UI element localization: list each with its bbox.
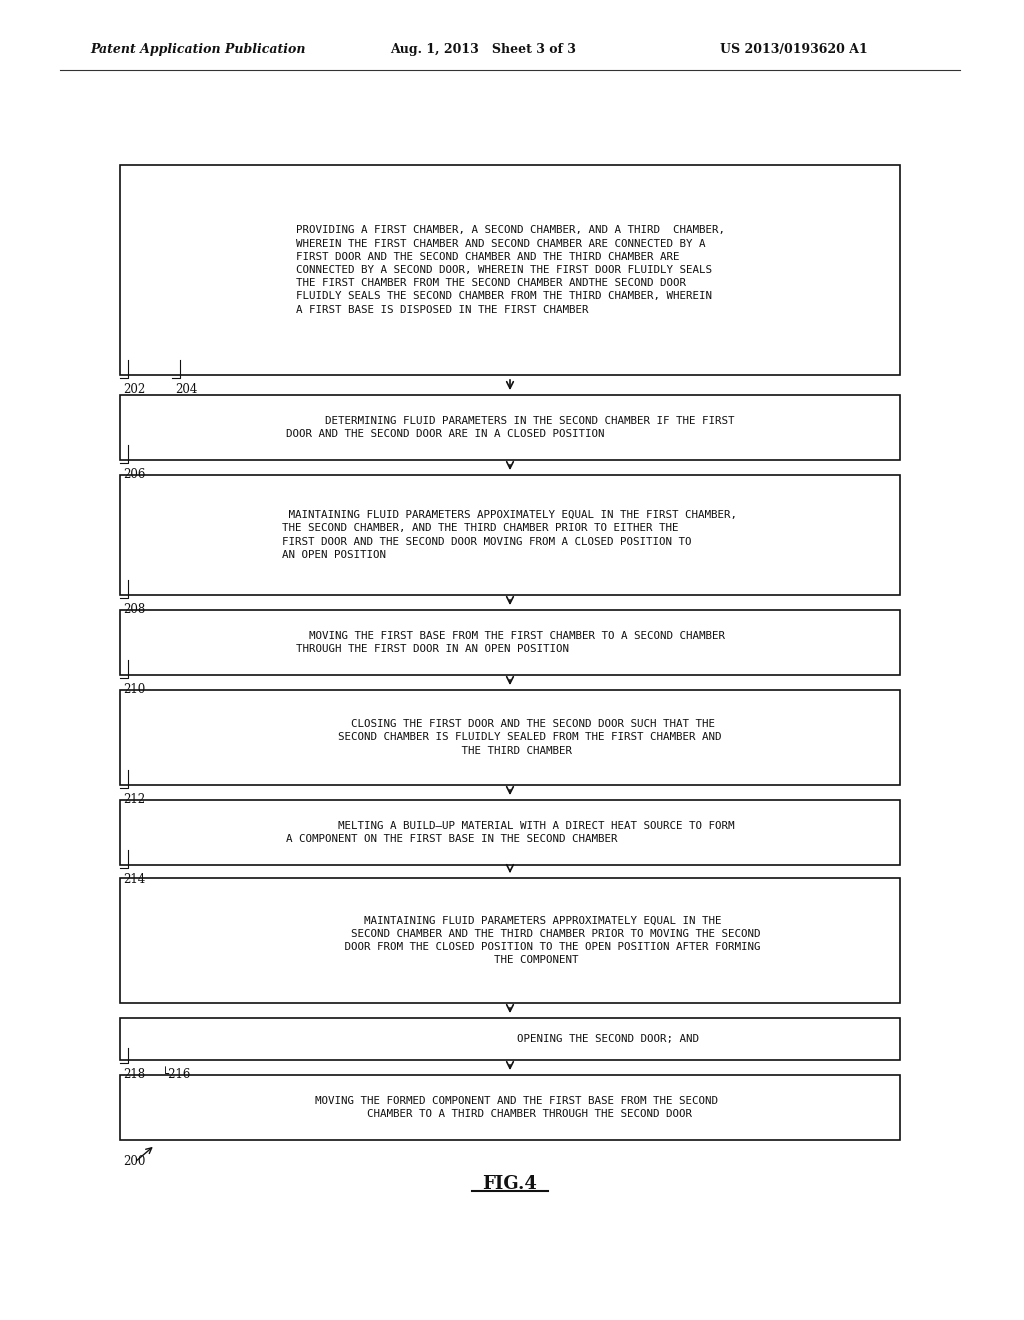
Text: MOVING THE FIRST BASE FROM THE FIRST CHAMBER TO A SECOND CHAMBER
THROUGH THE FIR: MOVING THE FIRST BASE FROM THE FIRST CHA… — [296, 631, 725, 655]
FancyBboxPatch shape — [120, 165, 900, 375]
Text: Aug. 1, 2013   Sheet 3 of 3: Aug. 1, 2013 Sheet 3 of 3 — [390, 44, 575, 57]
Text: 208: 208 — [123, 603, 145, 616]
Text: 204: 204 — [175, 383, 198, 396]
Text: 218: 218 — [123, 1068, 145, 1081]
Text: Patent Application Publication: Patent Application Publication — [90, 44, 305, 57]
Text: FIG.4: FIG.4 — [482, 1175, 538, 1193]
FancyBboxPatch shape — [120, 800, 900, 865]
FancyBboxPatch shape — [120, 878, 900, 1003]
Text: 206: 206 — [123, 469, 145, 480]
Text: MAINTAINING FLUID PARAMETERS APPROXIMATELY EQUAL IN THE
              SECOND CHA: MAINTAINING FLUID PARAMETERS APPROXIMATE… — [260, 916, 760, 965]
Text: 212: 212 — [123, 793, 145, 807]
Text: OPENING THE SECOND DOOR; AND: OPENING THE SECOND DOOR; AND — [322, 1034, 698, 1044]
Text: MOVING THE FORMED COMPONENT AND THE FIRST BASE FROM THE SECOND
          CHAMBER: MOVING THE FORMED COMPONENT AND THE FIRS… — [302, 1096, 718, 1119]
Text: CLOSING THE FIRST DOOR AND THE SECOND DOOR SUCH THAT THE
      SECOND CHAMBER IS: CLOSING THE FIRST DOOR AND THE SECOND DO… — [299, 719, 721, 755]
Text: DETERMINING FLUID PARAMETERS IN THE SECOND CHAMBER IF THE FIRST
DOOR AND THE SEC: DETERMINING FLUID PARAMETERS IN THE SECO… — [286, 416, 734, 440]
FancyBboxPatch shape — [120, 475, 900, 595]
Text: 214: 214 — [123, 873, 145, 886]
FancyBboxPatch shape — [120, 1074, 900, 1140]
Text: US 2013/0193620 A1: US 2013/0193620 A1 — [720, 44, 867, 57]
Text: PROVIDING A FIRST CHAMBER, A SECOND CHAMBER, AND A THIRD  CHAMBER,
WHEREIN THE F: PROVIDING A FIRST CHAMBER, A SECOND CHAM… — [296, 226, 725, 314]
Text: MELTING A BUILD–UP MATERIAL WITH A DIRECT HEAT SOURCE TO FORM
A COMPONENT ON THE: MELTING A BUILD–UP MATERIAL WITH A DIREC… — [286, 821, 734, 843]
Text: └216: └216 — [162, 1068, 191, 1081]
Text: MAINTAINING FLUID PARAMETERS APPOXIMATELY EQUAL IN THE FIRST CHAMBER,
THE SECOND: MAINTAINING FLUID PARAMETERS APPOXIMATEL… — [283, 511, 737, 560]
Text: 202: 202 — [123, 383, 145, 396]
FancyBboxPatch shape — [120, 1018, 900, 1060]
FancyBboxPatch shape — [120, 610, 900, 675]
FancyBboxPatch shape — [120, 690, 900, 785]
Text: 200: 200 — [123, 1155, 145, 1168]
Text: 210: 210 — [123, 682, 145, 696]
FancyBboxPatch shape — [120, 395, 900, 459]
